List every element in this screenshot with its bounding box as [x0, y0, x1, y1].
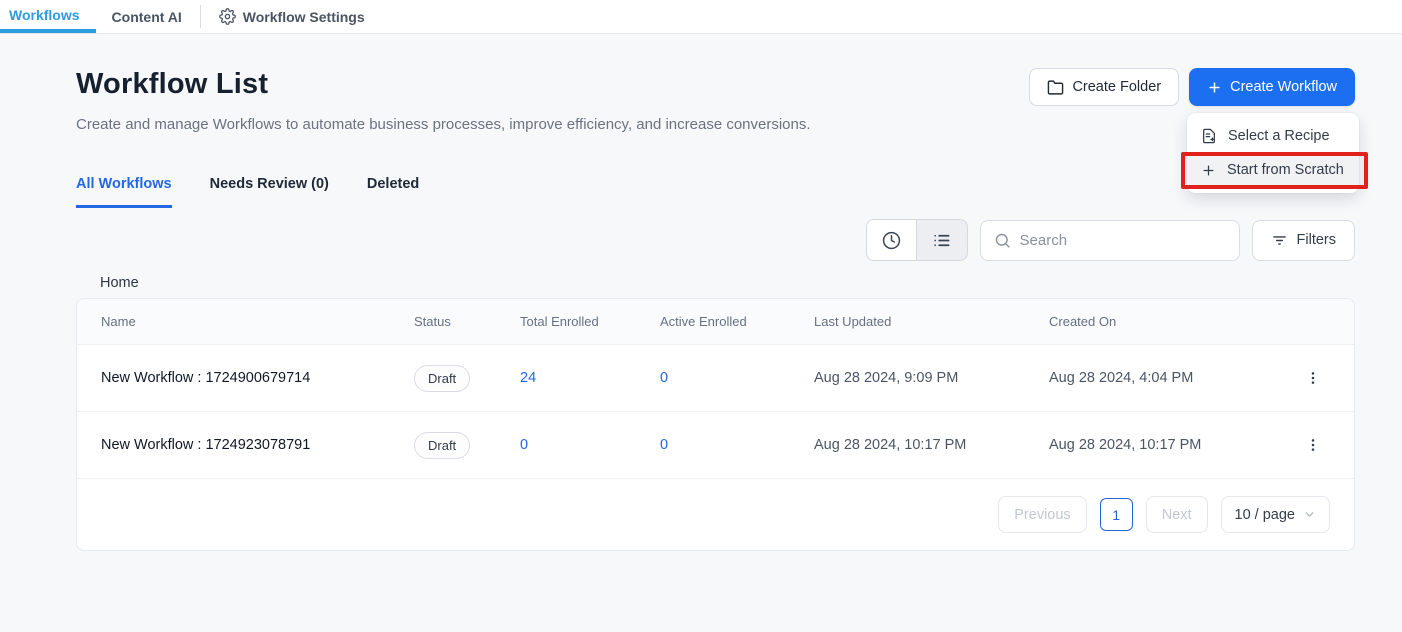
create-workflow-wrap: Create Workflow Select a Recipe S [1181, 68, 1368, 193]
nav-tab-workflow-settings[interactable]: Workflow Settings [203, 0, 381, 33]
tab-deleted[interactable]: Deleted [366, 176, 420, 193]
create-workflow-dropdown: Select a Recipe Start from Scratch [1181, 113, 1368, 193]
column-header-name: Name [101, 314, 136, 330]
filters-label: Filters [1296, 232, 1336, 249]
create-folder-label: Create Folder [1072, 79, 1162, 95]
nav-tab-workflows[interactable]: Workflows [0, 0, 96, 33]
nav-divider [199, 5, 201, 28]
last-updated-value: Aug 28 2024, 10:17 PM [814, 437, 967, 454]
create-workflow-button[interactable]: Create Workflow [1189, 68, 1355, 106]
status-cell: Draft [414, 431, 520, 459]
active-enrolled-link[interactable]: 0 [660, 437, 669, 454]
create-workflow-label: Create Workflow [1230, 79, 1337, 95]
created-on-value: Aug 28 2024, 10:17 PM [1049, 437, 1202, 454]
table-row[interactable]: New Workflow : 1724900679714 Draft 24 0 … [77, 345, 1354, 413]
column-header-active-enrolled: Active Enrolled [660, 314, 747, 330]
column-header-status: Status [414, 314, 451, 330]
status-badge: Draft [414, 431, 471, 459]
search-box [979, 219, 1240, 261]
page-subtitle: Create and manage Workflows to automate … [76, 116, 811, 133]
page-title: Workflow List [76, 68, 269, 100]
page-size-label: 10 / page [1234, 506, 1295, 523]
last-updated-value: Aug 28 2024, 9:09 PM [814, 370, 959, 387]
next-page-button[interactable]: Next [1145, 496, 1208, 534]
workflow-list-tabs: All Workflows Needs Review (0) Deleted [76, 176, 1355, 209]
menu-item-select-recipe[interactable]: Select a Recipe [1187, 119, 1359, 153]
toolbar: Filters [76, 219, 1355, 262]
table-row[interactable]: New Workflow : 1724923078791 Draft 0 0 A… [77, 412, 1354, 480]
menu-item-start-from-scratch-label: Start from Scratch [1227, 162, 1344, 178]
list-view-button[interactable] [917, 220, 967, 260]
total-enrolled-link[interactable]: 0 [520, 437, 529, 454]
header-actions: Create Folder Create Workflow Select a R [1029, 68, 1368, 193]
workflow-table-card: Name Status Total Enrolled Active Enroll… [76, 298, 1355, 552]
column-header-total-enrolled: Total Enrolled [520, 314, 599, 330]
page-header-text: Workflow List Create and manage Workflow… [76, 68, 811, 136]
menu-item-start-from-scratch[interactable]: Start from Scratch [1187, 153, 1359, 187]
nav-tab-content-ai[interactable]: Content AI [96, 0, 198, 33]
history-view-button[interactable] [866, 220, 917, 261]
create-folder-button[interactable]: Create Folder [1029, 68, 1180, 106]
filter-icon [1271, 232, 1288, 249]
plus-icon [1201, 163, 1216, 178]
nav-tab-content-ai-label: Content AI [111, 8, 182, 25]
page-header: Workflow List Create and manage Workflow… [76, 34, 1368, 193]
chevron-down-icon [1303, 508, 1316, 521]
workflow-name[interactable]: New Workflow : 1724923078791 [101, 437, 311, 454]
total-enrolled-link[interactable]: 24 [520, 370, 537, 387]
page-size-select[interactable]: 10 / page [1220, 496, 1330, 534]
table-footer: Previous 1 Next 10 / page [77, 479, 1354, 550]
workflow-name[interactable]: New Workflow : 1724900679714 [101, 370, 311, 387]
row-actions-kebab-icon[interactable] [1299, 364, 1327, 392]
active-enrolled-link[interactable]: 0 [660, 370, 669, 387]
column-header-last-updated: Last Updated [814, 314, 892, 330]
status-badge: Draft [414, 364, 471, 392]
tab-all-workflows[interactable]: All Workflows [76, 176, 172, 209]
filters-button[interactable]: Filters [1251, 219, 1355, 261]
previous-page-button[interactable]: Previous [998, 496, 1087, 534]
clock-icon [882, 231, 901, 250]
nav-tab-workflow-settings-label: Workflow Settings [242, 8, 365, 25]
top-nav: Workflows Content AI Workflow Settings [0, 0, 1402, 34]
menu-item-select-recipe-label: Select a Recipe [1228, 128, 1330, 144]
folder-icon [1047, 79, 1064, 96]
tab-needs-review[interactable]: Needs Review (0) [209, 176, 329, 193]
page-number-1[interactable]: 1 [1099, 498, 1133, 532]
plus-icon [1207, 80, 1222, 95]
row-actions-kebab-icon[interactable] [1299, 431, 1327, 459]
gear-icon [218, 8, 236, 25]
table-header-row: Name Status Total Enrolled Active Enroll… [77, 299, 1354, 346]
search-icon [994, 232, 1011, 249]
search-input[interactable] [1019, 231, 1226, 249]
column-header-created-on: Created On [1049, 314, 1117, 330]
view-toggle [865, 219, 968, 262]
created-on-value: Aug 28 2024, 4:04 PM [1049, 370, 1194, 387]
recipe-file-icon [1201, 128, 1217, 144]
nav-tab-workflows-label: Workflows [9, 6, 80, 23]
status-cell: Draft [414, 364, 520, 392]
list-icon [932, 231, 951, 250]
breadcrumb-home[interactable]: Home [100, 275, 139, 292]
